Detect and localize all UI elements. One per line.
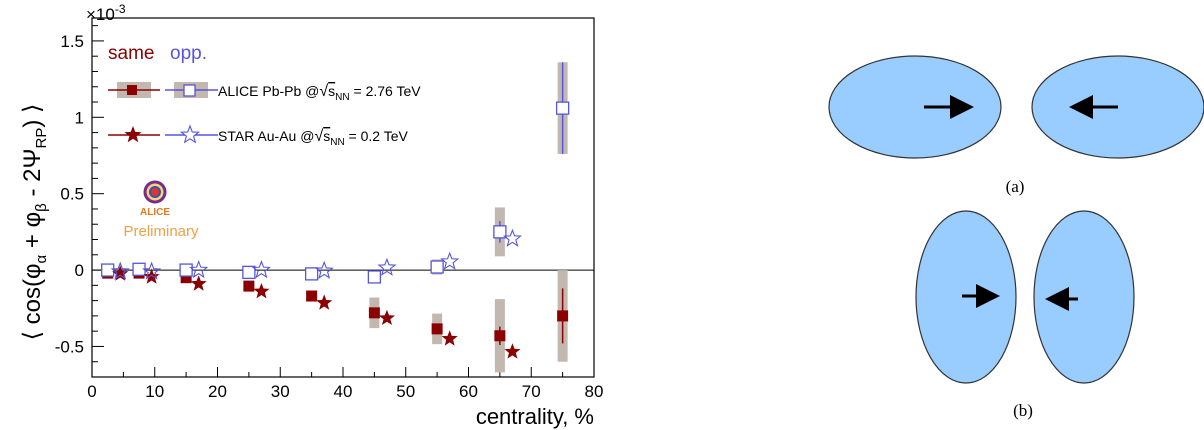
alice-logo: ALICE [140,182,170,218]
x-tick-label: 30 [271,382,290,401]
data-point-star-same [112,265,128,280]
label-a: (a) [1006,177,1025,196]
y-multiplier: ×10-3 [86,2,126,24]
data-point-alice-opp [243,266,255,278]
x-tick-label: 40 [334,382,353,401]
data-point-alice-opp [306,268,318,280]
preliminary-label: Preliminary [123,223,199,240]
legend-same-label: same [108,43,154,64]
data-point-alice-opp [180,264,192,276]
y-tick-label: 1 [75,108,84,127]
legend-filled-star-marker [124,126,141,142]
ellipse-a-left [829,56,1001,158]
alice-logo-text: ALICE [140,207,170,218]
data-point-alice-opp [431,261,443,273]
data-point-star-same [442,330,458,345]
data-point-star-opp [191,262,207,277]
legend-star-label: STAR Au-Au @√sNN = 0.2 TeV [218,128,409,148]
legend-alice-label: ALICE Pb-Pb @√sNN = 2.76 TeV [218,83,421,103]
legend-open-star-marker [181,126,198,142]
diagram-a: (a) [829,56,1204,196]
legend-entry-star: STAR Au-Au @√sNN = 0.2 TeV [108,126,409,148]
statistical-error-bars [108,62,563,345]
x-tick-label: 20 [208,382,227,401]
data-point-star-same [316,294,332,309]
data-point-alice-same [432,323,443,334]
ellipse-b-right [1034,211,1134,383]
x-tick-label: 70 [522,382,541,401]
data-point-alice-opp [557,102,569,114]
x-tick-label: 50 [396,382,415,401]
data-point-star-same [253,283,269,298]
data-point-alice-same [557,310,568,321]
data-point-alice-opp [102,264,114,276]
axis-ticks: 0 10 20 30 40 50 60 70 80 -0.5 0 0.5 1 1.5 [55,26,604,401]
y-axis-label: ⟨ cos(φα + φβ - 2ΨRP) ⟩ [19,104,50,341]
data-point-star-opp [504,230,520,245]
data-point-alice-same [306,291,317,302]
data-point-alice-same [494,330,505,341]
data-point-star-opp [253,262,269,277]
y-tick-label: 0.5 [60,185,84,204]
data-point-star-opp [379,259,395,274]
y-tick-label: -0.5 [55,337,84,356]
x-tick-label: 60 [459,382,478,401]
systematic-error-boxes [103,62,568,372]
legend-entry-alice: ALICE Pb-Pb @√sNN = 2.76 TeV [108,82,421,103]
x-tick-label: 10 [145,382,164,401]
label-b: (b) [1013,401,1033,420]
data-point-star-same [379,310,395,325]
x-tick-label: 80 [585,382,604,401]
data-point-alice-same [243,281,254,292]
data-point-alice-same [369,307,380,318]
ellipse-diagram: (a) (b) [800,0,1204,430]
legend-opp-label: opp. [170,43,207,64]
data-point-star-same [504,343,520,358]
y-tick-label: 1.5 [60,32,84,51]
y-tick-label: 0 [75,261,84,280]
data-point-star-opp [442,253,458,268]
diagram-b: (b) [916,211,1134,420]
centrality-chart: 0 10 20 30 40 50 60 70 80 -0.5 0 0.5 1 1.5 ×10-3 ⟨ co… [0,0,800,430]
x-tick-label: 0 [87,382,96,401]
x-axis-label: centrality, % [476,404,594,429]
plot-frame [92,18,594,377]
data-point-alice-opp [368,271,380,283]
